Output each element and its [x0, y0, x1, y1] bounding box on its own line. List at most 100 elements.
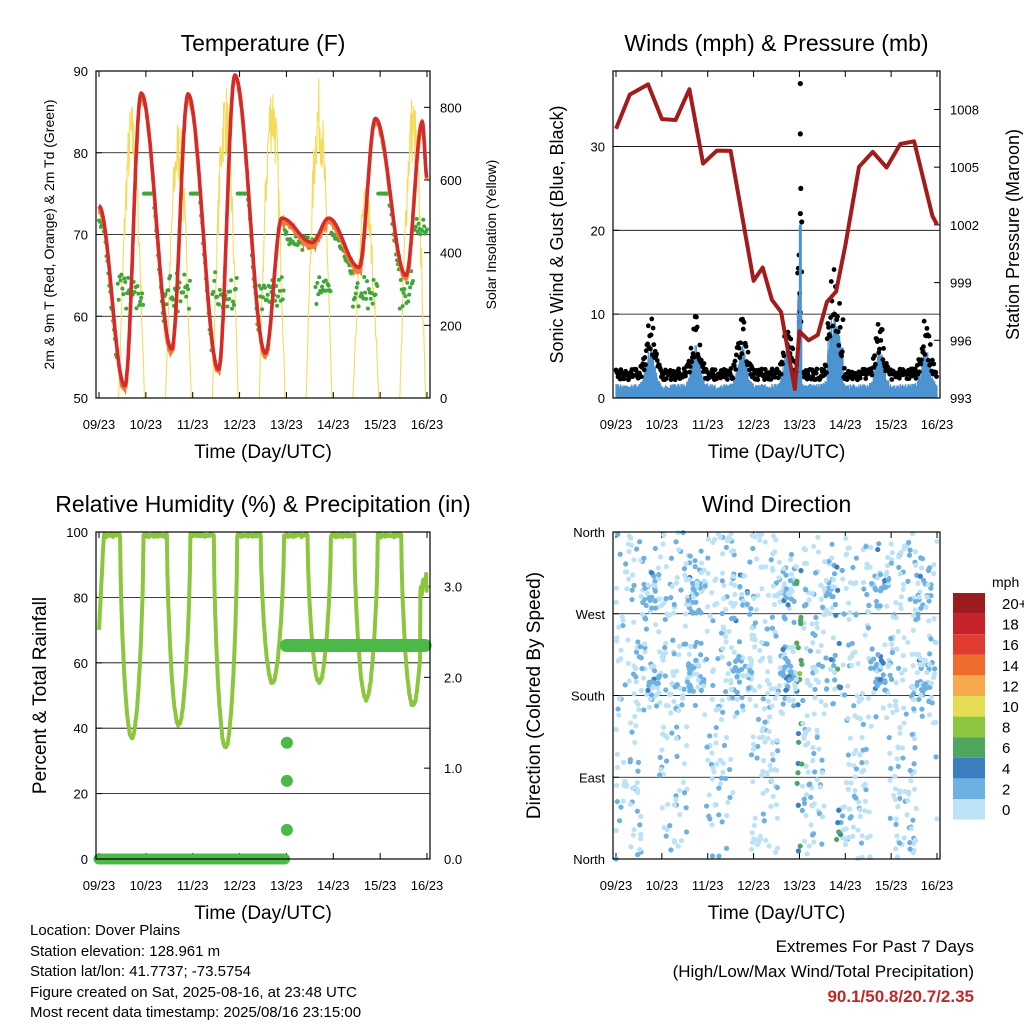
extremes-title: Extremes For Past 7 Days: [775, 937, 974, 956]
wind-direction-point: [760, 811, 766, 817]
wind-direction-point: [625, 576, 632, 582]
wind-direction-point: [801, 603, 808, 609]
rainfall-point: [280, 823, 293, 836]
wind-direction-point: [766, 681, 772, 687]
gust-point: [918, 361, 924, 367]
wind-direction-point: [692, 564, 698, 570]
wind-direction-point: [671, 698, 677, 705]
colorbar-swatch: [953, 799, 985, 820]
dewpoint-point: [410, 279, 415, 284]
wind-direction-point: [910, 612, 916, 619]
gust-point: [621, 376, 627, 382]
wind-direction-point: [761, 818, 767, 824]
wind-direction-point: [615, 658, 621, 664]
gust-point: [872, 353, 878, 359]
dewpoint-point: [398, 277, 403, 282]
wind-direction-point: [928, 636, 934, 642]
wind-direction-point: [783, 586, 789, 592]
wind-direction-point: [901, 835, 907, 841]
wind-direction-point: [680, 692, 686, 699]
wind-direction-point: [918, 605, 924, 611]
wind-direction-point: [673, 796, 679, 802]
wind-direction-point: [829, 555, 835, 561]
wind-direction-point: [900, 586, 906, 593]
x-tick-label: 15/23: [364, 417, 397, 432]
wind-direction-point: [907, 767, 913, 774]
dewpoint-point: [363, 290, 368, 295]
wind-direction-point: [908, 825, 914, 832]
wind-direction-point: [887, 750, 893, 756]
wind-direction-point: [840, 662, 846, 668]
wind-direction-point: [660, 724, 667, 730]
wind-direction-point: [912, 607, 918, 613]
gust-point: [797, 80, 803, 87]
dewpoint-point: [295, 242, 300, 247]
dewpoint-point: [230, 306, 235, 311]
wind-direction-point: [761, 706, 768, 712]
wind-direction-point: [895, 804, 901, 810]
wind-direction-point: [777, 670, 783, 676]
wind-direction-point: [819, 841, 825, 847]
wind-direction-point: [926, 698, 932, 705]
extremes-values: 90.1/50.8/20.7/2.35: [827, 987, 974, 1006]
wind-direction-point: [900, 581, 907, 588]
wind-direction-point: [671, 802, 677, 808]
wind-direction-point: [759, 728, 765, 734]
wind-direction-point: [661, 771, 667, 778]
wind-direction-point: [804, 677, 811, 683]
gust-point: [924, 325, 930, 331]
wind-direction-point: [729, 548, 735, 554]
wind-direction-point: [793, 563, 799, 570]
wind-direction-point: [839, 813, 846, 819]
wind-direction-point: [646, 682, 652, 689]
wind-direction-point: [900, 677, 906, 683]
wind-direction-point: [626, 548, 632, 554]
gust-point: [645, 323, 651, 329]
wind-direction-point: [767, 658, 773, 664]
dewpoint-point: [407, 292, 412, 297]
wind-direction-point: [683, 805, 689, 811]
wind-direction-point: [866, 602, 872, 608]
station-pressure-line: [614, 82, 939, 391]
wind-direction-point: [831, 571, 838, 577]
wind-direction-point: [776, 559, 783, 565]
wind-direction-point: [752, 534, 758, 540]
colorbar-label: 4: [1002, 761, 1010, 778]
wind-direction-point: [842, 804, 848, 810]
wind-direction-point: [894, 854, 901, 860]
wind-direction-point: [762, 619, 768, 625]
wind-direction-point: [758, 772, 765, 778]
wind-direction-point: [750, 746, 757, 752]
wind-direction-point: [660, 541, 666, 547]
wind-direction-point: [835, 820, 841, 826]
wind-direction-point: [871, 689, 877, 696]
gust-point: [869, 372, 875, 378]
wind-direction-point: [803, 792, 810, 798]
wind-direction-point: [724, 812, 730, 819]
dewpoint-point: [416, 221, 421, 226]
dewpoint-point: [178, 299, 183, 304]
wind-direction-point: [856, 699, 862, 705]
wind-direction-point: [747, 667, 753, 674]
wind-direction-point: [806, 782, 812, 788]
wind-direction-point: [643, 616, 649, 622]
dewpoint-point: [268, 285, 273, 290]
dewpoint-point: [186, 306, 191, 311]
wind-direction-point: [924, 669, 930, 676]
dewpoint-point: [213, 270, 218, 275]
wind-direction-point: [663, 758, 670, 764]
dewpoint-point: [118, 278, 123, 283]
wind-direction-point: [638, 831, 644, 837]
wind-direction-point: [857, 807, 863, 813]
wind-direction-point: [736, 653, 742, 659]
wind-direction-point: [725, 671, 731, 677]
wind-direction-point: [845, 786, 851, 792]
y-tick-label: East: [579, 770, 605, 785]
wind-direction-point: [840, 827, 846, 833]
wind-direction-point: [669, 583, 675, 589]
wind-direction-point: [772, 537, 779, 543]
dewpoint-point: [228, 289, 233, 294]
wind-direction-point: [629, 729, 635, 735]
dewpoint-point: [371, 277, 376, 282]
elevation-text: Station elevation: 128.961 m: [30, 942, 221, 960]
